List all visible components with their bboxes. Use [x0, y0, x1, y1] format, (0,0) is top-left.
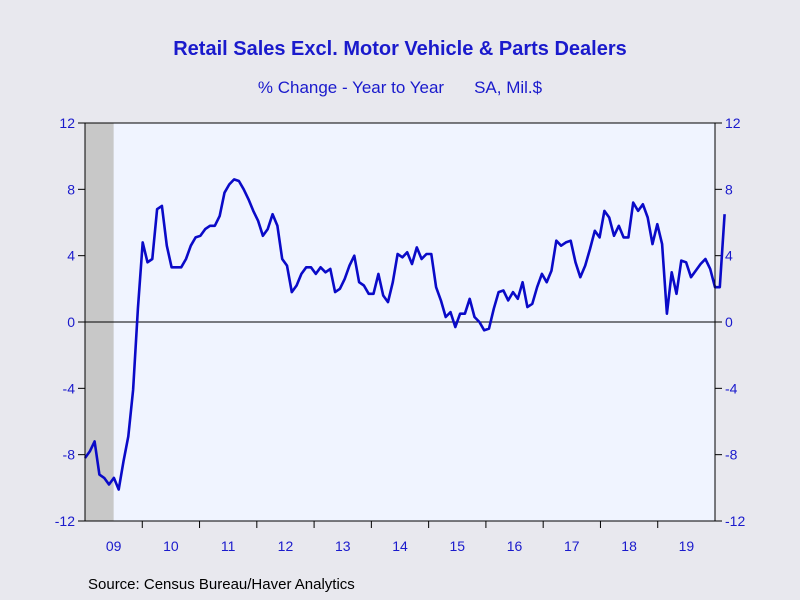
- y-left-axis: 12 8 4 0 -4 -8 -12: [55, 115, 85, 529]
- x-tick-label: 13: [335, 538, 351, 554]
- y-tick-label-left: -12: [55, 513, 75, 529]
- chart-title: Retail Sales Excl. Motor Vehicle & Parts…: [173, 38, 627, 60]
- source-note: Source: Census Bureau/Haver Analytics: [88, 576, 355, 593]
- x-tick-label: 18: [621, 538, 637, 554]
- x-tick-label: 14: [392, 538, 408, 554]
- y-tick-label-right: -12: [725, 513, 745, 529]
- y-tick-label-left: -4: [63, 380, 76, 396]
- y-tick-label-left: 12: [59, 115, 75, 131]
- y-tick-label-left: 4: [67, 248, 75, 264]
- y-tick-label-right: 12: [725, 115, 741, 131]
- x-tick-label: 09: [106, 538, 122, 554]
- chart-subtitle: % Change - Year to Year SA, Mil.$: [0, 78, 800, 98]
- plot-frame: [84, 122, 716, 522]
- series-line: [83, 178, 726, 491]
- x-tick-label: 15: [449, 538, 465, 554]
- chart-subtitle-right: SA, Mil.$: [474, 78, 543, 97]
- x-tick-label: 17: [564, 538, 580, 554]
- y-tick-label-right: 0: [725, 314, 733, 330]
- chart-subtitle-left: % Change - Year to Year: [257, 78, 445, 97]
- y-tick-label-right: -8: [725, 447, 738, 463]
- y-tick-label-left: 0: [67, 314, 75, 330]
- y-tick-label-left: 8: [67, 181, 75, 197]
- y-right-axis: 12 8 4 0 -4 -8 -12: [715, 115, 745, 529]
- x-tick-label: 11: [221, 538, 236, 554]
- y-tick-label-right: 8: [725, 181, 733, 197]
- y-tick-label-right: 4: [725, 248, 733, 264]
- x-tick-label: 10: [163, 538, 179, 554]
- x-axis: 09 10 11 12 13 14 15 16 17 18 19: [106, 521, 695, 554]
- y-tick-label-right: -4: [725, 380, 738, 396]
- x-tick-label: 16: [507, 538, 523, 554]
- y-tick-label-left: -8: [63, 447, 76, 463]
- x-tick-label: 12: [278, 538, 294, 554]
- x-tick-label: 19: [679, 538, 695, 554]
